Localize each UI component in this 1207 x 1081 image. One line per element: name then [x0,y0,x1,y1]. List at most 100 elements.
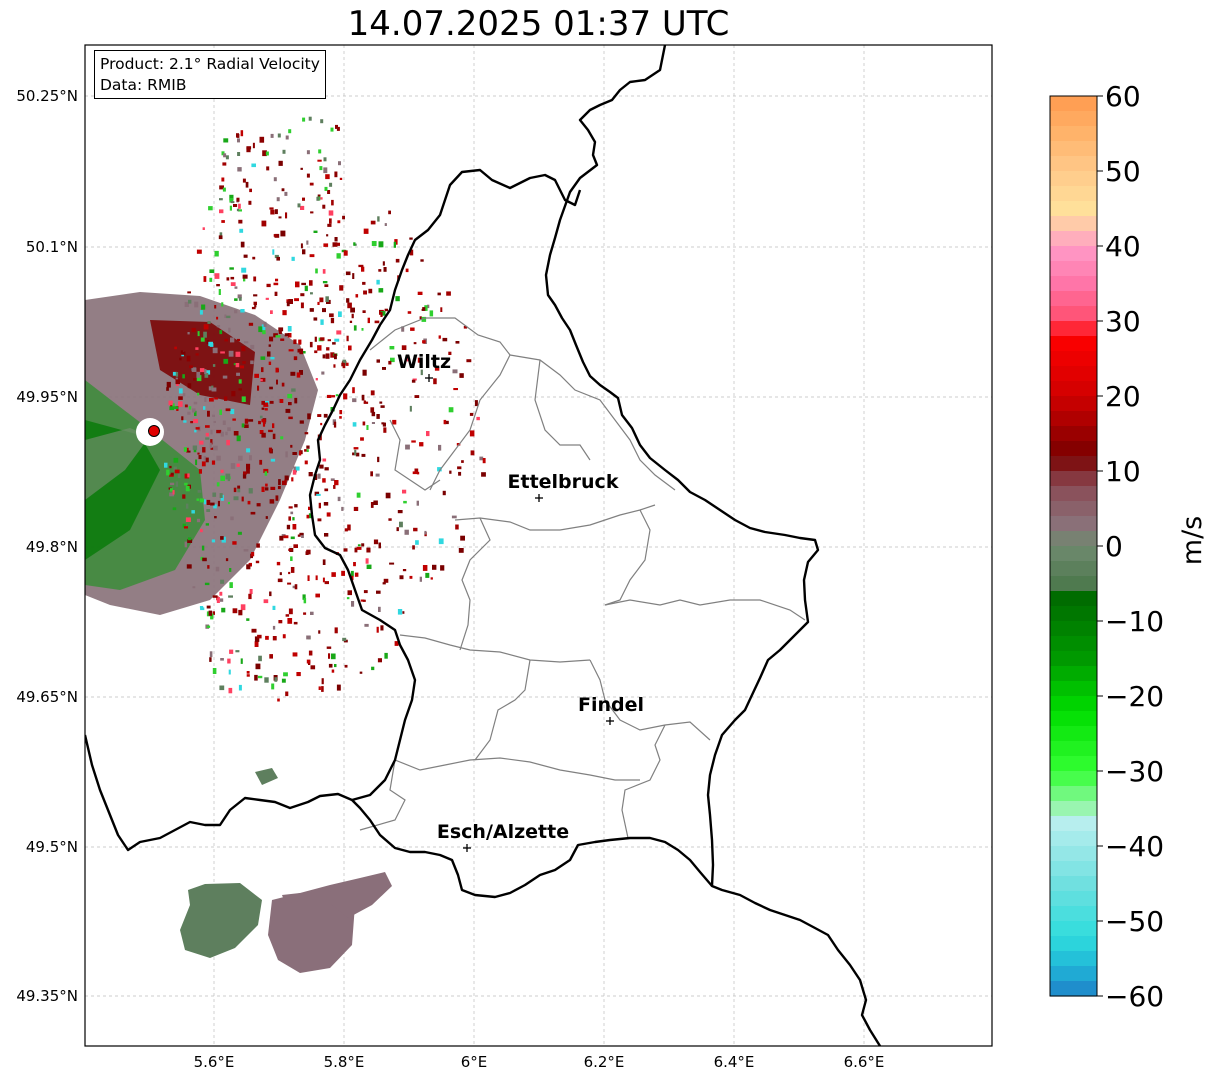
radar-pixel [205,457,209,463]
radar-pixel [184,541,187,548]
radar-pixel [288,402,292,406]
colorbar-segment [1050,546,1097,562]
radar-pixel [184,482,188,486]
colorbar-segment [1050,396,1097,412]
radar-pixel [265,487,269,491]
radar-pixel [197,331,200,337]
radar-pixel [336,253,341,259]
radar-pixel [308,650,313,656]
radar-pixel [309,182,314,186]
radar-pixel [339,410,343,415]
radar-pixel [218,289,221,295]
colorbar-segment [1050,96,1097,112]
radar-pixel [173,457,179,463]
radar-pixel [350,307,355,313]
radar-pixel [353,562,356,567]
radar-pixel [293,621,298,625]
radar-pixel [401,345,407,350]
radar-pixel [331,199,334,206]
radar-pixel [278,620,283,624]
radar-pixel [290,536,295,540]
radar-pixel [291,256,295,261]
radar-pixel [288,299,293,304]
radar-pixel [263,402,269,407]
radar-pixel [278,160,283,166]
radar-pixel [315,575,318,581]
radar-pixel [352,387,355,394]
radar-pixel [424,530,427,535]
radar-pixel [310,611,314,615]
radar-pixel [219,198,223,201]
radar-pixel [212,414,215,417]
radar-pixel [270,209,275,215]
radar-pixel [331,653,336,660]
radar-pixel [230,276,235,280]
radar-pixel [281,382,285,387]
radar-pixel [389,346,395,350]
radar-pixel [263,599,269,604]
radar-pixel [412,545,415,550]
radar-pixel [422,307,426,311]
radar-pixel [330,127,334,132]
radar-pixel [322,281,328,284]
radar-pixel [236,372,240,376]
radar-pixel [278,328,282,334]
radar-pixel [234,286,238,289]
colorbar-segment [1050,561,1097,577]
radar-pixel [186,355,191,362]
radar-pixel [252,256,256,260]
radar-pixel [272,423,275,429]
radar-pixel [325,353,330,359]
radar-pixel [254,636,260,642]
radar-pixel [306,449,309,452]
radar-pixel [276,197,280,202]
radar-pixel [285,135,289,140]
radar-pixel [273,234,277,237]
radar-pixel [248,322,254,326]
radar-pixel [228,350,234,357]
colorbar-segment [1050,306,1097,322]
radar-pixel [322,559,326,565]
radar-pixel [353,242,356,246]
radar-pixel [288,416,293,420]
radar-pixel [297,203,301,208]
radar-pixel [322,478,326,483]
radar-pixel [193,419,198,424]
colorbar-segment [1050,246,1097,262]
radar-pixel [259,459,263,465]
radar-pixel [294,298,299,302]
radar-pixel [191,510,195,514]
radar-pixel [272,605,276,610]
radar-pixel [275,495,279,501]
radar-pixel [390,357,395,363]
radar-pixel [292,585,297,589]
radar-pixel [228,687,233,694]
radar-pixel [377,216,380,222]
radar-pixel [254,302,257,308]
colorbar-segment [1050,726,1097,742]
radar-pixel [181,416,184,421]
radar-pixel [370,502,374,508]
radar-pixel [283,672,288,677]
radar-pixel [223,153,227,158]
radar-pixel [330,352,335,358]
radar-pixel [270,486,276,490]
radar-pixel [169,406,175,411]
radar-pixel [212,364,216,367]
radar-pixel [297,348,302,353]
radar-pixel [320,422,323,426]
radar-pixel [417,357,423,363]
radar-pixel [315,378,318,381]
colorbar-segment [1050,891,1097,907]
radar-pixel [266,166,270,171]
radar-pixel [301,282,306,286]
city-markers [425,374,614,852]
radar-pixel [290,371,296,376]
radar-pixel [241,423,245,428]
radar-pixel [306,150,310,155]
radar-pixel [237,294,242,299]
colorbar-segment [1050,201,1097,217]
radar-pixel [236,435,241,442]
radar-pixel [213,420,216,423]
radar-pixel [261,367,264,373]
